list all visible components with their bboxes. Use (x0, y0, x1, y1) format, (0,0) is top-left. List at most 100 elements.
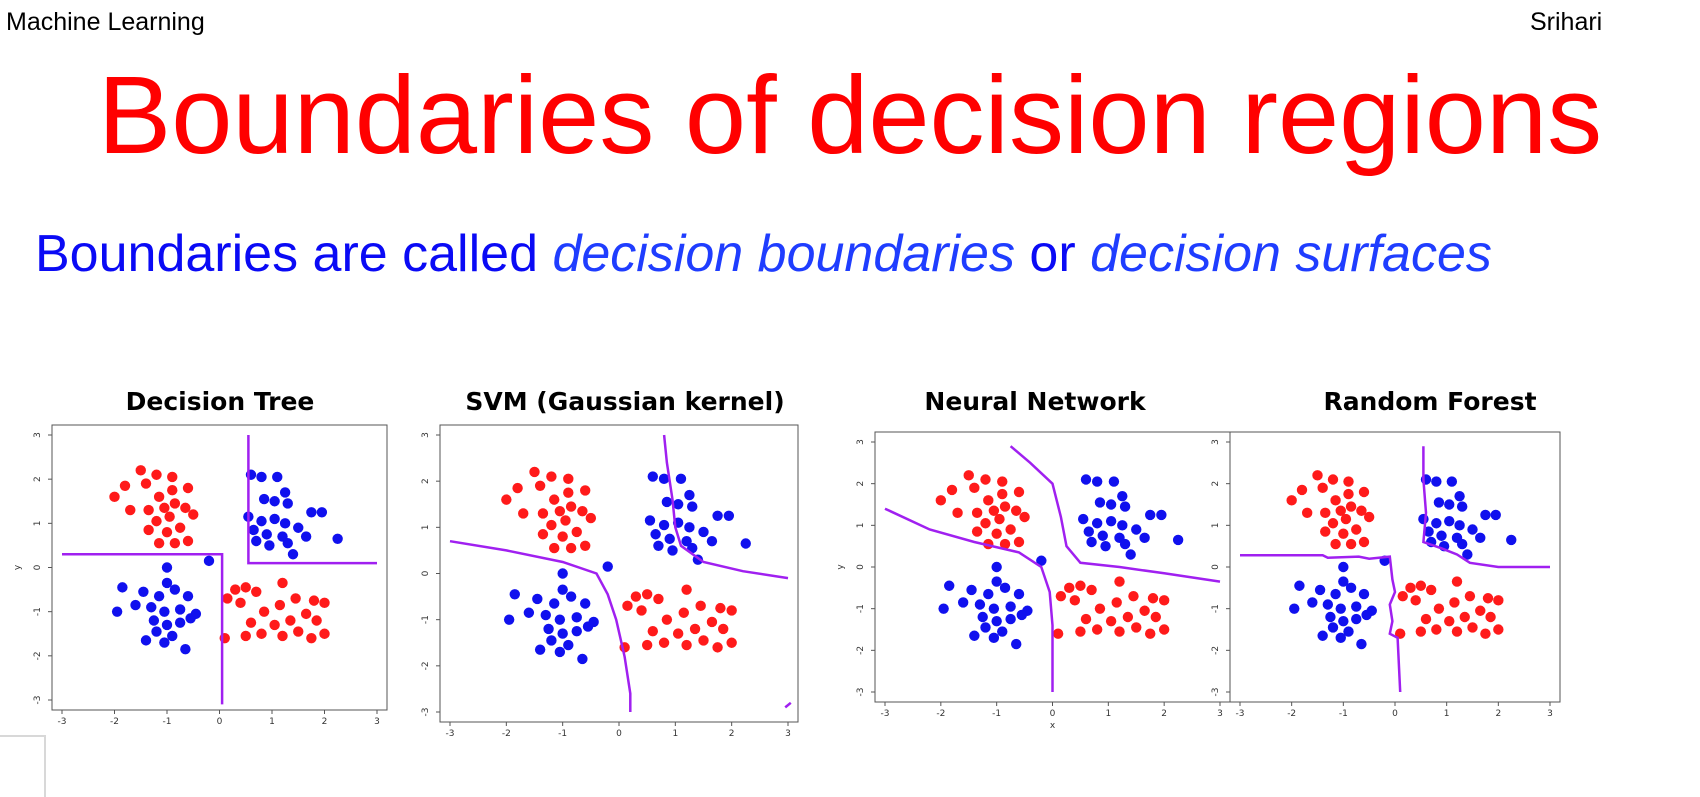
point-blue (532, 593, 543, 605)
point-blue (1456, 538, 1468, 550)
point-red (188, 509, 199, 520)
point-red (1013, 486, 1025, 498)
point-blue (647, 471, 658, 482)
point-red (546, 519, 557, 531)
point-blue (644, 515, 656, 526)
y-tick-label: -3 (421, 708, 431, 717)
x-tick-label: -1 (558, 729, 567, 739)
point-red (230, 584, 241, 595)
y-axis-label: y (836, 564, 846, 570)
point-blue (1016, 609, 1027, 621)
point-red (300, 608, 312, 620)
author-label: Srihari (1530, 8, 1603, 36)
point-red (125, 504, 136, 516)
point-blue (1325, 611, 1336, 623)
point-red (164, 511, 175, 522)
point-blue (300, 531, 312, 542)
point-red (1114, 626, 1125, 637)
point-red (161, 526, 173, 538)
point-red (1451, 576, 1463, 587)
x-tick-label: 1 (1444, 709, 1450, 719)
point-blue (1444, 515, 1455, 527)
x-tick-label: 2 (322, 717, 328, 727)
point-red (153, 491, 165, 503)
point-red (159, 502, 170, 514)
point-red (988, 505, 1000, 516)
point-red (565, 501, 577, 512)
x-tick-label: 3 (374, 717, 380, 727)
point-red (1150, 611, 1161, 623)
point-blue (543, 623, 554, 635)
point-red (1358, 486, 1370, 498)
y-tick-label: -2 (421, 661, 431, 670)
point-red (997, 476, 1008, 487)
point-red (689, 623, 701, 635)
x-tick-label: -1 (163, 717, 172, 727)
point-blue (653, 540, 664, 551)
y-tick-label: -2 (33, 651, 43, 660)
point-blue (557, 584, 568, 595)
point-red (1444, 615, 1455, 627)
point-red (1338, 528, 1349, 539)
point-blue (316, 507, 328, 518)
point-blue (1322, 599, 1334, 610)
x-tick-label: 2 (1495, 709, 1501, 719)
point-blue (1156, 509, 1167, 521)
point-blue (740, 538, 751, 549)
point-blue (248, 524, 259, 536)
point-red (180, 502, 191, 514)
y-tick-label: -3 (1211, 688, 1221, 697)
point-blue (1444, 499, 1455, 510)
point-red (549, 494, 560, 505)
point-red (969, 482, 980, 494)
point-blue (1083, 526, 1094, 537)
point-blue (658, 519, 670, 531)
x-tick-label: 3 (1547, 709, 1553, 719)
x-tick-label: 1 (269, 717, 275, 727)
point-red (1158, 595, 1170, 606)
x-tick-label: -1 (1339, 709, 1348, 719)
y-tick-label: -1 (33, 607, 43, 616)
point-red (715, 602, 726, 614)
point-blue (1335, 603, 1346, 614)
point-blue (153, 591, 165, 602)
point-red (1405, 582, 1416, 594)
point-blue (1446, 476, 1458, 487)
point-blue (974, 599, 986, 610)
point-red (174, 522, 186, 533)
point-red (653, 593, 664, 605)
point-blue (287, 549, 299, 560)
point-red (952, 507, 963, 519)
point-red (1475, 605, 1486, 616)
y-tick-label: 2 (1211, 481, 1221, 487)
point-red (1449, 597, 1460, 608)
point-red (1111, 597, 1122, 608)
point-blue (1436, 530, 1447, 541)
point-blue (1431, 476, 1442, 487)
point-blue (174, 617, 186, 628)
point-blue (161, 562, 173, 573)
point-red (1459, 611, 1470, 623)
point-blue (332, 533, 343, 544)
point-red (580, 485, 591, 496)
point-red (622, 600, 633, 612)
point-blue (1105, 515, 1117, 527)
point-blue (571, 626, 582, 637)
point-red (1320, 507, 1331, 519)
point-red (1147, 593, 1159, 604)
point-blue (272, 471, 283, 483)
point-blue (306, 507, 317, 518)
point-red (251, 586, 262, 597)
point-red (151, 469, 162, 480)
point-blue (282, 498, 293, 509)
point-blue (251, 535, 262, 547)
point-blue (1490, 509, 1501, 521)
point-blue (557, 628, 568, 639)
point-red (135, 465, 146, 476)
point-red (672, 628, 684, 639)
point-red (641, 589, 653, 600)
point-red (557, 531, 568, 542)
point-red (1415, 626, 1427, 637)
x-tick-label: 2 (729, 729, 735, 739)
point-red (143, 524, 154, 536)
